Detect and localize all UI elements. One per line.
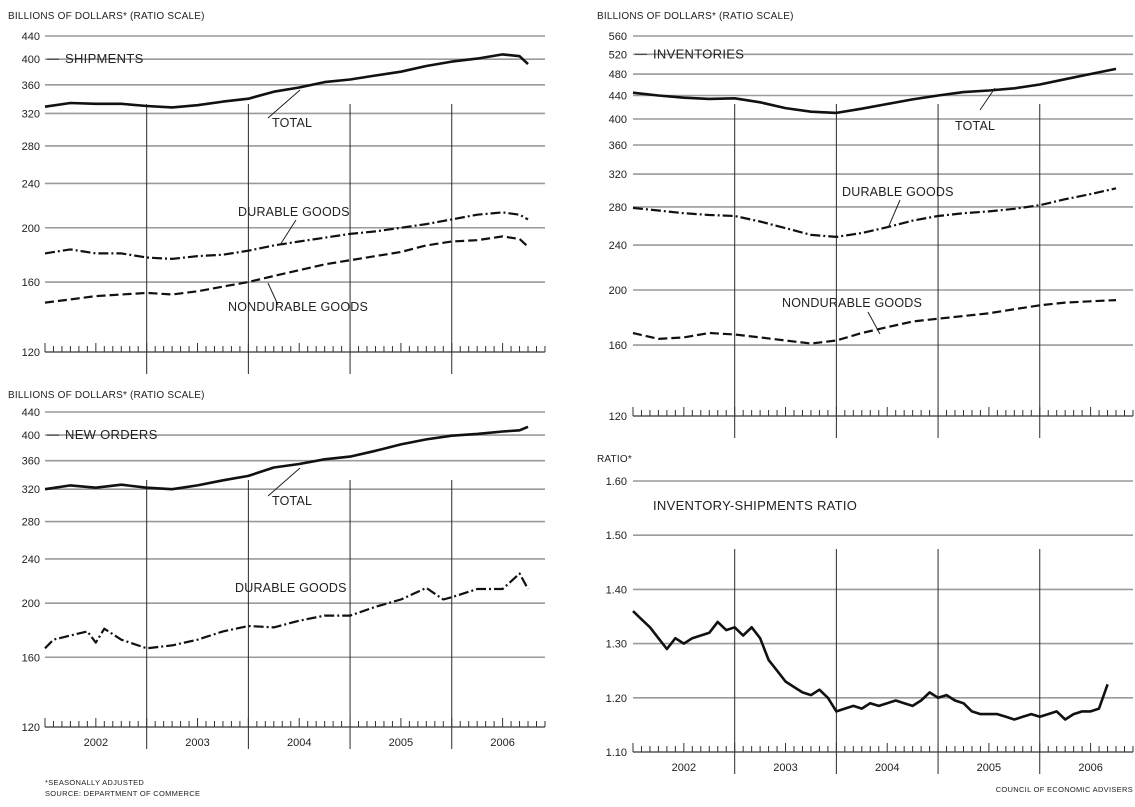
y-tick-label: 320: [609, 169, 627, 181]
series-line-ratio: [632, 610, 1109, 721]
footnotes: *SEASONALLY ADJUSTED SOURCE: DEPARTMENT …: [45, 778, 1133, 798]
y-tick-label: 400: [22, 54, 40, 66]
y-tick-label: 440: [609, 90, 627, 102]
y-tick-label: 280: [22, 141, 40, 153]
y-tick-label: 1.10: [606, 747, 627, 759]
chart-shipments: BILLIONS OF DOLLARS* (RATIO SCALE) 120 160…: [8, 11, 546, 374]
chart-inventory-shipments-ratio: RATIO* 1.10 1.20 1.30 1.40 1.50 1.60 2002 2003 20…: [597, 454, 1134, 774]
series-label: TOTAL: [272, 116, 312, 130]
y-axis-title: BILLIONS OF DOLLARS* (RATIO SCALE): [597, 11, 794, 22]
x-tick-label-year: 2002: [672, 762, 696, 774]
y-axis-title: BILLIONS OF DOLLARS* (RATIO SCALE): [8, 11, 205, 22]
y-tick-label: 1.50: [606, 530, 627, 542]
series-line-durable-goods: [44, 572, 529, 650]
footnote-agency: COUNCIL OF ECONOMIC ADVISERS: [996, 785, 1133, 794]
y-tick-label: 200: [609, 285, 627, 297]
x-tick-label-year: 2004: [287, 737, 311, 749]
y-tick-label: 360: [22, 80, 40, 92]
series-line-total: [632, 67, 1117, 115]
series-line-nondurable-goods: [632, 299, 1117, 345]
y-tick-label: 360: [609, 140, 627, 152]
y-axis-title: BILLIONS OF DOLLARS* (RATIO SCALE): [8, 390, 205, 401]
y-tick-label: 440: [22, 407, 40, 419]
series-label-leader: [267, 467, 301, 497]
y-tick-label: 120: [609, 411, 627, 423]
chart-inventories: BILLIONS OF DOLLARS* (RATIO SCALE) 120 160…: [597, 11, 1134, 438]
y-tick-label: 400: [22, 430, 40, 442]
series-label: TOTAL: [272, 494, 312, 508]
series-label: NONDURABLE GOODS: [782, 296, 922, 310]
series-label: DURABLE GOODS: [235, 581, 347, 595]
y-tick-label: 1.30: [606, 639, 627, 651]
y-tick-label: 360: [22, 456, 40, 468]
panel-title: INVENTORIES: [653, 46, 744, 61]
series-label: NONDURABLE GOODS: [228, 300, 368, 314]
y-tick-label: 120: [22, 347, 40, 359]
series-label: TOTAL: [955, 119, 995, 133]
y-tick-label: 240: [22, 554, 40, 566]
y-tick-label: 200: [22, 223, 40, 235]
footnote-seasonally-adjusted: *SEASONALLY ADJUSTED: [45, 778, 144, 787]
series-line-durable-goods: [44, 211, 529, 260]
x-tick-label-year: 2006: [490, 737, 514, 749]
y-tick-label: 440: [22, 31, 40, 43]
series-label-leader: [279, 219, 297, 246]
y-axis-title: RATIO*: [597, 454, 632, 465]
y-tick-label: 120: [22, 722, 40, 734]
chart-new-orders: BILLIONS OF DOLLARS* (RATIO SCALE) 120 160…: [8, 390, 546, 749]
x-tick-label-year: 2003: [773, 762, 797, 774]
x-tick-label-year: 2005: [389, 737, 413, 749]
y-tick-label: 280: [609, 202, 627, 214]
y-tick-label: 280: [22, 517, 40, 529]
y-tick-label: 160: [22, 277, 40, 289]
series-line-nondurable-goods: [44, 235, 529, 304]
y-tick-label: 480: [609, 69, 627, 81]
x-tick-label-year: 2005: [977, 762, 1001, 774]
y-tick-label: 240: [22, 178, 40, 190]
y-tick-label: 240: [609, 240, 627, 252]
y-tick-label: 400: [609, 114, 627, 126]
y-tick-label: 520: [609, 49, 627, 61]
y-tick-label: 320: [22, 484, 40, 496]
x-tick-label-year: 2004: [875, 762, 899, 774]
panel-title: SHIPMENTS: [65, 51, 144, 66]
y-tick-label: 1.60: [606, 476, 627, 488]
series-label-leader: [979, 87, 996, 111]
series-line-total: [44, 425, 529, 491]
y-tick-label: 1.20: [606, 693, 627, 705]
x-tick-label-year: 2003: [185, 737, 209, 749]
series-line-durable-goods: [632, 187, 1117, 238]
series-label-leader: [267, 89, 301, 119]
panel-title: INVENTORY-SHIPMENTS RATIO: [653, 498, 857, 513]
footnote-source: SOURCE: DEPARTMENT OF COMMERCE: [45, 789, 200, 798]
y-tick-label: 320: [22, 108, 40, 120]
x-tick-label-year: 2006: [1078, 762, 1102, 774]
y-tick-label: 560: [609, 31, 627, 43]
series-label-leader: [867, 311, 881, 335]
series-label-leader: [887, 199, 901, 229]
series-line-total: [44, 53, 529, 109]
panel-title: NEW ORDERS: [65, 427, 158, 442]
y-tick-label: 1.40: [606, 584, 627, 596]
series-label: DURABLE GOODS: [238, 205, 350, 219]
x-tick-label-year: 2002: [84, 737, 108, 749]
series-label-leader: [267, 282, 279, 306]
y-tick-label: 160: [22, 652, 40, 664]
y-tick-label: 160: [609, 340, 627, 352]
y-tick-label: 200: [22, 598, 40, 610]
series-label: DURABLE GOODS: [842, 185, 954, 199]
